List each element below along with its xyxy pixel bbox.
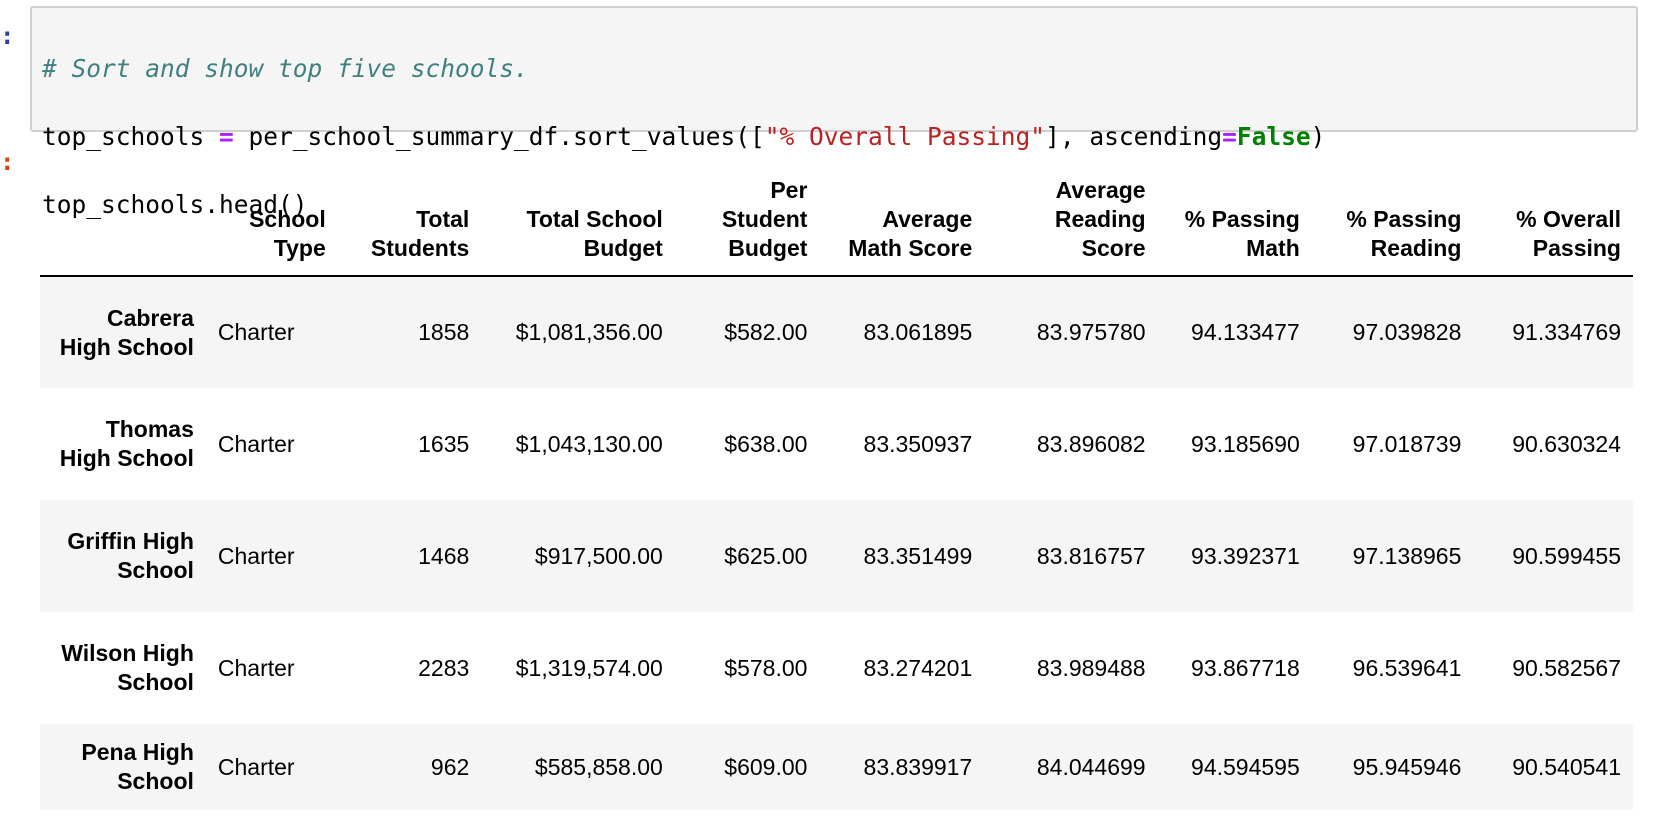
column-header: Per Student Budget bbox=[674, 176, 820, 277]
table-cell: 97.039828 bbox=[1352, 319, 1462, 345]
table-cell: Charter bbox=[217, 753, 295, 780]
column-header: Total School Budget bbox=[481, 176, 675, 277]
row-index: Wilson High School bbox=[61, 640, 194, 695]
index-header bbox=[40, 176, 206, 277]
table-cell: 83.351499 bbox=[863, 542, 973, 569]
code-token: ) bbox=[1310, 122, 1326, 151]
table-cell: $1,081,356.00 bbox=[515, 319, 663, 345]
code-operator: = bbox=[219, 122, 234, 151]
table-cell: $582.00 bbox=[724, 319, 808, 345]
table-cell: 90.540541 bbox=[1512, 753, 1621, 780]
table-cell: $638.00 bbox=[724, 430, 808, 457]
column-header: % Passing Reading bbox=[1311, 176, 1474, 277]
column-header: Average Reading Score bbox=[984, 176, 1158, 277]
table-cell: Charter bbox=[217, 654, 295, 681]
code-keyword: False bbox=[1236, 122, 1311, 151]
table-cell: $917,500.00 bbox=[534, 542, 663, 569]
table-cell: $1,319,574.00 bbox=[515, 654, 663, 681]
table-cell: 1858 bbox=[418, 319, 470, 345]
table-cell: $585,858.00 bbox=[534, 753, 663, 780]
code-string: "% Overall Passing" bbox=[764, 122, 1046, 151]
table-cell: 91.334769 bbox=[1512, 319, 1621, 345]
column-header: Total Students bbox=[337, 176, 482, 277]
column-header: Average Math Score bbox=[819, 176, 985, 277]
code-token: top_schools bbox=[42, 122, 220, 151]
row-index: Pena High School bbox=[81, 739, 194, 794]
code-line-2: top_schools = per_school_summary_df.sort… bbox=[42, 120, 1626, 154]
code-cell-editor[interactable]: # Sort and show top five schools. top_sc… bbox=[30, 6, 1638, 219]
table-header-row: School Type Total Students Total School … bbox=[40, 176, 1633, 277]
table-cell: 83.274201 bbox=[863, 654, 973, 681]
table-cell: $609.00 bbox=[724, 753, 808, 780]
table-cell: 1635 bbox=[418, 430, 470, 457]
column-header: % Overall Passing bbox=[1473, 176, 1633, 277]
table-cell: 90.630324 bbox=[1512, 430, 1621, 457]
cell-output: School Type Total Students Total School … bbox=[40, 176, 1633, 810]
table-cell: 2283 bbox=[418, 654, 470, 681]
table-cell: 962 bbox=[430, 753, 470, 780]
output-prompt: : bbox=[0, 148, 15, 176]
table-cell: 93.867718 bbox=[1191, 654, 1300, 681]
table-cell: 1468 bbox=[418, 542, 470, 569]
input-prompt: : bbox=[0, 22, 15, 50]
table-row: Griffin High School Charter 1468 $917,50… bbox=[40, 500, 1633, 612]
row-index: Griffin High School bbox=[67, 528, 194, 583]
row-index: Thomas High School bbox=[59, 416, 194, 471]
table-cell: 83.350937 bbox=[863, 430, 973, 457]
code-line-1: # Sort and show top five schools. bbox=[42, 52, 1626, 86]
table-cell: 83.061895 bbox=[863, 319, 973, 345]
code-token: ], ascending bbox=[1045, 122, 1223, 151]
table-row: Wilson High School Charter 2283 $1,319,5… bbox=[40, 612, 1633, 724]
table-cell: 90.582567 bbox=[1512, 654, 1621, 681]
dataframe-table: School Type Total Students Total School … bbox=[40, 176, 1633, 810]
table-cell: 83.839917 bbox=[863, 753, 973, 780]
column-header: School Type bbox=[205, 176, 338, 277]
table-cell: 83.989488 bbox=[1036, 654, 1146, 681]
table-cell: 90.599455 bbox=[1512, 542, 1621, 569]
table-row: Pena High School Charter 962 $585,858.00… bbox=[40, 724, 1633, 810]
table-row: Cabrera High School Charter 1858 $1,081,… bbox=[40, 276, 1633, 388]
code-operator: = bbox=[1222, 122, 1237, 151]
table-cell: 93.392371 bbox=[1191, 542, 1300, 569]
code-comment: # Sort and show top five schools. bbox=[42, 54, 529, 83]
table-row: Thomas High School Charter 1635 $1,043,1… bbox=[40, 388, 1633, 500]
table-cell: 97.018739 bbox=[1352, 430, 1462, 457]
table-cell: 83.975780 bbox=[1036, 319, 1146, 345]
table-cell: 94.594595 bbox=[1191, 753, 1300, 780]
table-cell: 83.896082 bbox=[1036, 430, 1146, 457]
table-cell: Charter bbox=[217, 319, 295, 345]
column-header: % Passing Math bbox=[1157, 176, 1312, 277]
table-cell: 96.539641 bbox=[1352, 654, 1462, 681]
table-cell: 94.133477 bbox=[1191, 319, 1300, 345]
table-cell: Charter bbox=[217, 430, 295, 457]
table-cell: 95.945946 bbox=[1352, 753, 1462, 780]
code-token: per_school_summary_df.sort_values([ bbox=[233, 122, 765, 151]
table-cell: $625.00 bbox=[724, 542, 808, 569]
table-cell: $578.00 bbox=[724, 654, 808, 681]
table-cell: 84.044699 bbox=[1036, 753, 1146, 780]
table-cell: 83.816757 bbox=[1036, 542, 1146, 569]
table-cell: $1,043,130.00 bbox=[515, 430, 663, 457]
table-cell: 93.185690 bbox=[1191, 430, 1300, 457]
table-cell: Charter bbox=[217, 542, 295, 569]
row-index: Cabrera High School bbox=[59, 304, 194, 360]
table-cell: 97.138965 bbox=[1352, 542, 1462, 569]
